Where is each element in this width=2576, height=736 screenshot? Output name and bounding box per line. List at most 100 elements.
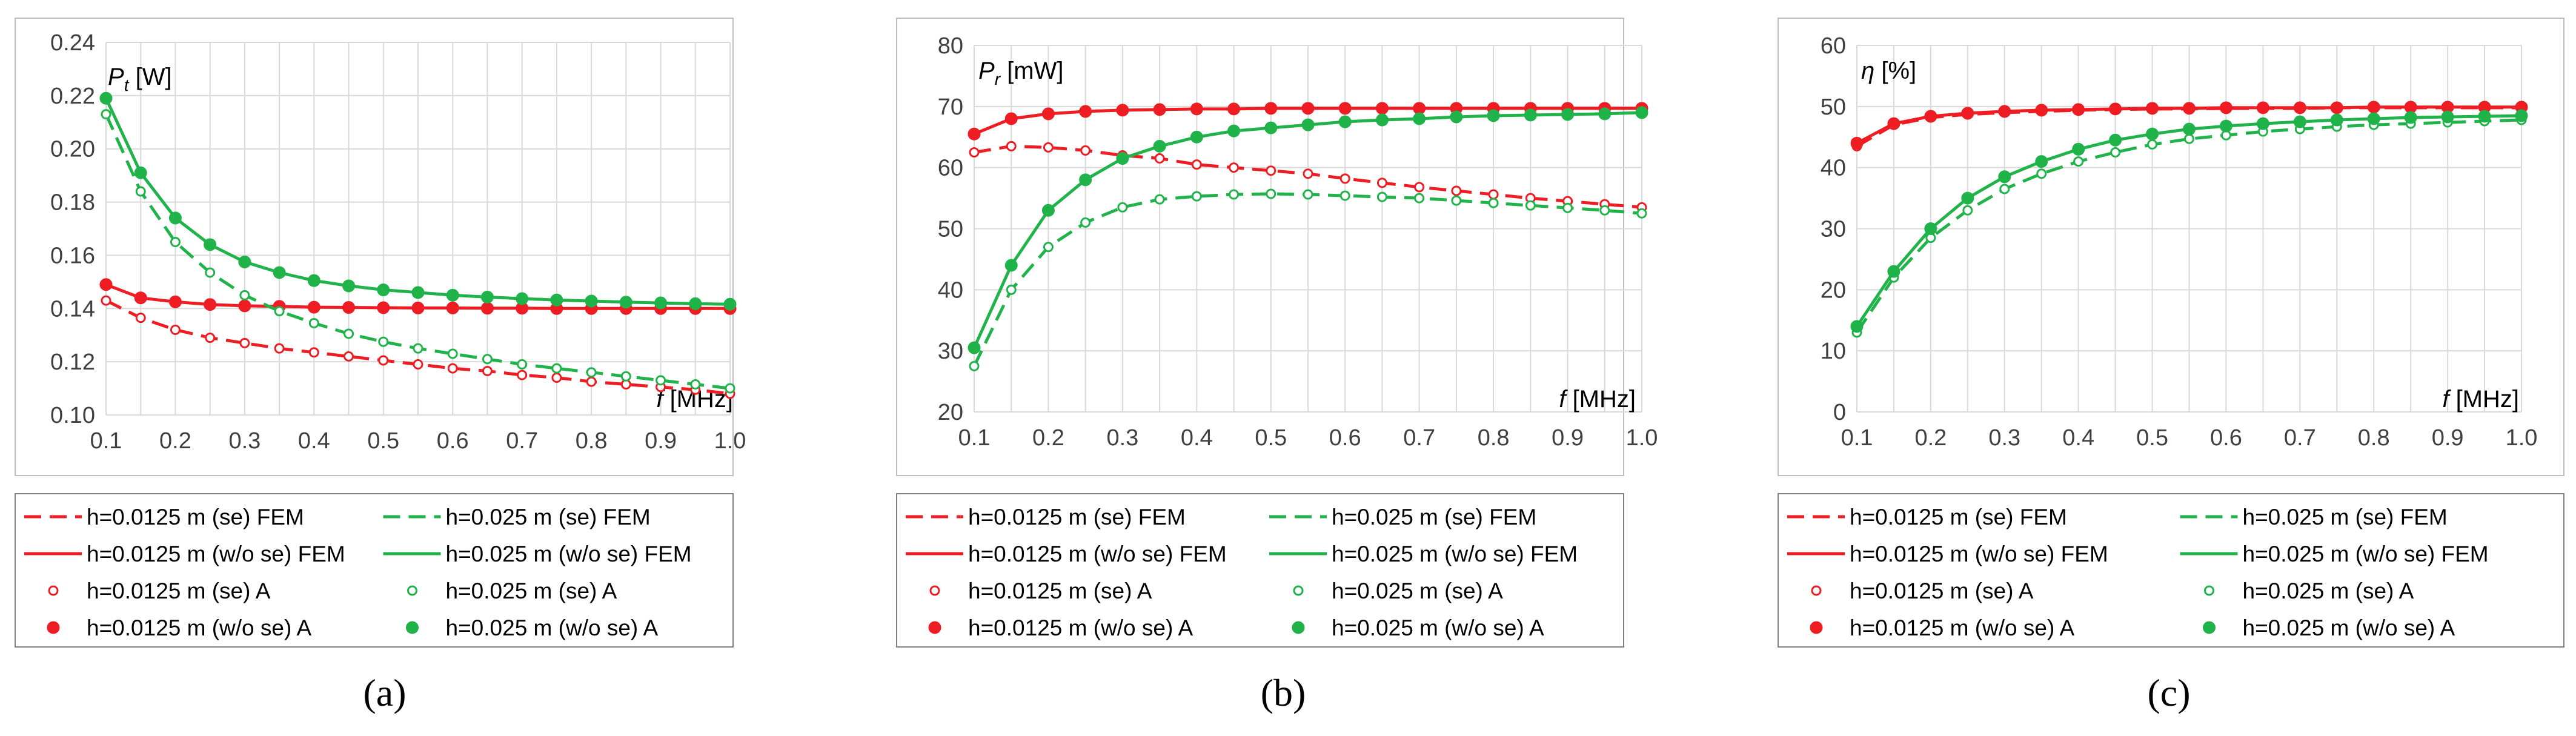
legend-frame: [15, 493, 734, 648]
data-point: [1961, 107, 1974, 120]
data-point: [2036, 168, 2047, 179]
data-point: [1004, 112, 1018, 125]
data-point: [482, 354, 493, 365]
y-axis-subscript: t: [124, 76, 130, 94]
data-point: [517, 359, 528, 370]
data-point: [308, 317, 319, 328]
legend-marker: [929, 585, 940, 596]
legend-swatch: [1810, 621, 1823, 634]
data-point: [516, 292, 529, 305]
chart-frame: [896, 18, 1624, 476]
data-point: [586, 376, 597, 387]
data-point: [447, 348, 458, 359]
legend-label: h=0.0125 m (se) FEM: [1850, 505, 2067, 529]
data-point: [1998, 170, 2011, 184]
y-tick-label: 80: [938, 33, 963, 59]
y-tick-label: 0.16: [50, 243, 95, 268]
y-tick-label: 0.18: [50, 190, 95, 216]
y-tick-label: 0.24: [50, 30, 95, 56]
legend-label: h=0.0125 m (w/o se) FEM: [968, 542, 1227, 566]
data-point: [1339, 173, 1350, 184]
data-point: [239, 337, 250, 348]
data-point: [307, 274, 320, 287]
data-point: [204, 298, 217, 311]
x-tick-label: 0.6: [437, 428, 469, 454]
data-point: [1043, 242, 1054, 253]
data-point: [1116, 104, 1129, 117]
legend-swatch: [928, 621, 941, 634]
data-point: [1266, 188, 1276, 199]
data-point: [1227, 102, 1241, 116]
legend-swatch: [1293, 585, 1304, 596]
legend-marker: [1292, 621, 1305, 634]
data-point: [238, 299, 251, 313]
data-point: [411, 286, 425, 299]
data-point: [1338, 102, 1352, 115]
data-point: [2330, 101, 2343, 114]
legend-swatch: [929, 585, 940, 596]
data-point: [969, 147, 980, 157]
data-point: [1636, 208, 1647, 219]
legend-label: h=0.0125 m (w/o se) A: [87, 615, 312, 640]
data-point: [2110, 147, 2121, 157]
chart-panel-b: 20 30 40 50 60 70 80 0.1 0.2 0.3 0.4 0.5 0.6 0.7 0.8 0.…: [896, 18, 1658, 714]
legend-label: h=0.0125 m (w/o se) A: [1850, 615, 2075, 640]
data-point: [2219, 119, 2232, 133]
data-point: [585, 294, 598, 308]
x-tick-label: 0.2: [1914, 425, 1947, 451]
data-point: [480, 290, 494, 303]
data-point: [2184, 133, 2194, 144]
legend-swatch: [1292, 621, 1305, 634]
y-axis-subscript: r: [995, 70, 1001, 88]
x-tick-label: 0.3: [1106, 425, 1138, 451]
data-point: [2146, 102, 2159, 115]
data-point: [2147, 139, 2158, 150]
y-tick-label: 60: [1821, 33, 1846, 59]
x-tick-label: 0.9: [2432, 425, 2464, 451]
legend-marker: [48, 585, 59, 596]
legend-label: h=0.025 m (w/o se) FEM: [446, 542, 692, 566]
x-tick-label: 0.4: [2062, 425, 2094, 451]
y-tick-label: 0.22: [50, 84, 95, 109]
data-point: [2183, 102, 2196, 115]
y-tick-label: 30: [1821, 217, 1846, 242]
legend-frame: [1778, 493, 2564, 648]
data-point: [1266, 165, 1276, 176]
data-point: [1338, 115, 1352, 128]
data-point: [2183, 122, 2196, 136]
y-axis-symbol: η: [1861, 58, 1874, 84]
x-tick-label: 0.4: [298, 428, 330, 454]
data-point: [1043, 142, 1054, 153]
data-point: [377, 301, 390, 314]
x-tick-label: 0.7: [1403, 425, 1435, 451]
data-point: [2256, 117, 2269, 130]
data-point: [1079, 173, 1092, 187]
legend-label: h=0.025 m (w/o se) FEM: [1332, 542, 1578, 566]
data-point: [1450, 110, 1463, 124]
data-point: [1264, 121, 1278, 134]
x-tick-label: 0.5: [1255, 425, 1287, 451]
legend-marker: [928, 621, 941, 634]
data-point: [1227, 124, 1241, 138]
data-point: [1376, 191, 1387, 202]
x-tick-label: 0.1: [958, 425, 991, 451]
y-axis-unit: [%]: [1874, 58, 1916, 84]
y-axis-symbol: P: [108, 64, 124, 90]
data-point: [586, 367, 597, 378]
data-point: [446, 288, 459, 302]
data-point: [1525, 200, 1536, 211]
data-point: [378, 355, 389, 366]
y-axis-label: η [%]: [1861, 58, 1916, 84]
legend-label: h=0.0125 m (se) A: [968, 579, 1152, 603]
legend-marker: [1810, 621, 1823, 634]
x-tick-label: 0.9: [645, 428, 677, 454]
y-axis-unit: [mW]: [1000, 58, 1063, 84]
data-point: [2109, 102, 2122, 116]
data-point: [1154, 153, 1165, 164]
legend-marker: [1293, 585, 1304, 596]
data-point: [1961, 191, 1974, 205]
data-point: [1924, 110, 1937, 123]
data-point: [205, 267, 216, 278]
x-tick-label: 0.3: [228, 428, 261, 454]
x-axis-label: f [MHz]: [1559, 386, 1636, 413]
